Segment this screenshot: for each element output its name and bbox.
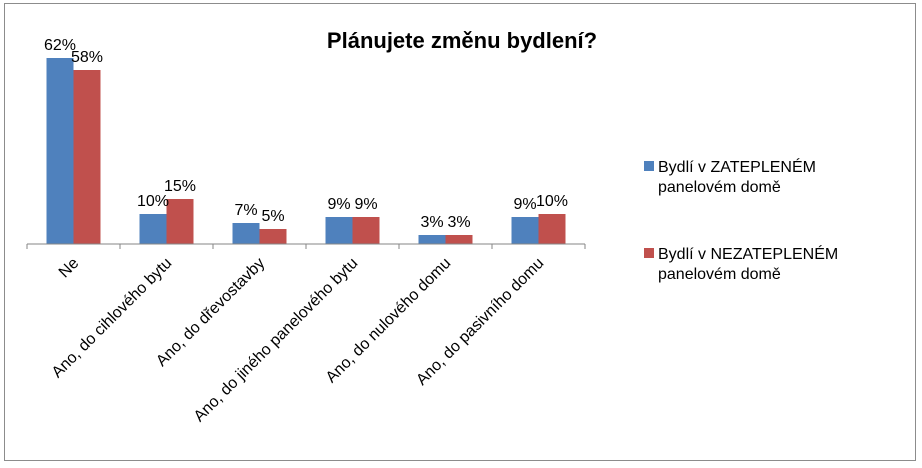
bars-group bbox=[46, 58, 566, 244]
x-tick-label-4: Ano, do jiného panelového bytu bbox=[191, 255, 362, 426]
bar-s1-6 bbox=[511, 217, 539, 244]
legend-swatch-2 bbox=[644, 248, 654, 258]
legend-label-1-line-1: Bydlí v ZATEPLENÉM bbox=[658, 157, 816, 176]
data-label-s2-6: 10% bbox=[536, 193, 568, 210]
data-labels-group: 62%58%10%15%7% 5%9% 9%3% 3%9% 10% bbox=[44, 37, 568, 231]
bar-s2-4 bbox=[352, 217, 380, 244]
legend-label-2-line-1: Bydlí v NEZATEPLENÉM bbox=[658, 244, 838, 263]
data-label-s1-1: 62% bbox=[44, 37, 76, 54]
data-label-s1-5: 3% bbox=[420, 214, 443, 231]
bar-s1-1 bbox=[46, 58, 74, 244]
legend-swatch-1 bbox=[644, 161, 654, 171]
legend-label-2-line-2: panelovém domě bbox=[658, 266, 781, 283]
x-tick-label-1: Ne bbox=[56, 255, 83, 282]
bar-s1-2 bbox=[139, 214, 167, 244]
bar-s1-5 bbox=[418, 235, 446, 244]
bar-s2-5 bbox=[445, 235, 473, 244]
data-label-s2-1: 58% bbox=[71, 49, 103, 66]
bar-s2-2 bbox=[166, 199, 194, 244]
data-label-s2-2: 15% bbox=[164, 178, 196, 195]
data-label-s1-6: 9% bbox=[513, 196, 536, 213]
data-label-s2-3: 5% bbox=[261, 208, 284, 225]
data-label-s1-3: 7% bbox=[234, 202, 257, 219]
data-label-s2-4: 9% bbox=[354, 196, 377, 213]
bar-s2-6 bbox=[538, 214, 566, 244]
legend-label-1-line-2: panelovém domě bbox=[658, 179, 781, 196]
data-label-s2-5: 3% bbox=[447, 214, 470, 231]
bar-s2-1 bbox=[73, 70, 101, 244]
bar-s1-4 bbox=[325, 217, 353, 244]
bar-s2-3 bbox=[259, 229, 287, 244]
bar-s1-3 bbox=[232, 223, 260, 244]
chart-title: Plánujete změnu bydlení? bbox=[327, 28, 597, 53]
data-label-s1-2: 10% bbox=[137, 193, 169, 210]
data-label-s1-4: 9% bbox=[327, 196, 350, 213]
legend: Bydlí v ZATEPLENÉM panelovém domě Bydlí v … bbox=[644, 157, 838, 283]
